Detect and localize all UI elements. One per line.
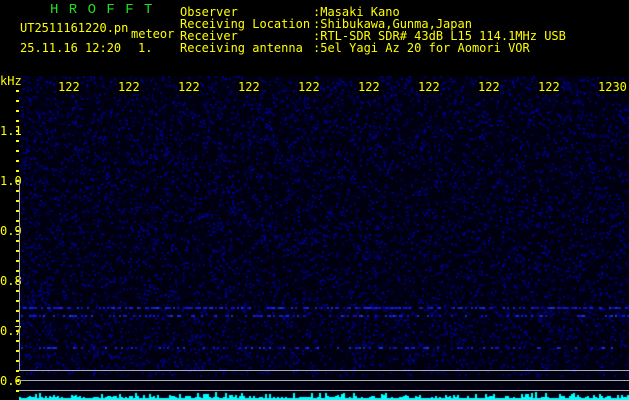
grid-line bbox=[19, 370, 629, 371]
axis-line bbox=[19, 180, 20, 370]
y-tick bbox=[16, 370, 19, 372]
y-tick bbox=[16, 210, 19, 212]
y-unit: kHz bbox=[0, 74, 22, 88]
time-label: 1230. bbox=[598, 80, 629, 94]
y-tick bbox=[16, 270, 19, 272]
spectrogram bbox=[19, 76, 629, 400]
y-tick bbox=[16, 190, 19, 192]
app-title: H R O F F T bbox=[50, 2, 154, 18]
y-tick bbox=[16, 380, 19, 382]
y-tick bbox=[16, 120, 19, 122]
y-tick bbox=[16, 310, 19, 312]
y-tick bbox=[16, 220, 19, 222]
receiver-label: Receiver bbox=[180, 29, 238, 43]
antenna-label: Receiving antenna bbox=[180, 41, 303, 55]
y-tick-label: 0.9 bbox=[0, 224, 22, 238]
location-label: Receiving Location bbox=[180, 17, 311, 31]
y-tick bbox=[16, 320, 19, 322]
observer-label: Observer bbox=[180, 5, 238, 19]
y-tick-label: 1.0 bbox=[0, 174, 22, 188]
time-label: 1224 bbox=[238, 80, 260, 94]
y-tick bbox=[16, 390, 19, 392]
grid-line bbox=[19, 390, 629, 391]
y-tick bbox=[16, 260, 19, 262]
time-label: 1223 bbox=[178, 80, 200, 94]
y-tick bbox=[16, 350, 19, 352]
location-value: :Shibukawa,Gunma,Japan bbox=[313, 17, 472, 31]
y-tick-label: 0.7 bbox=[0, 324, 22, 338]
y-tick bbox=[16, 280, 19, 282]
y-tick bbox=[16, 90, 19, 92]
y-tick bbox=[16, 140, 19, 142]
y-tick bbox=[16, 130, 19, 132]
y-tick bbox=[16, 360, 19, 362]
time-label: 1227 bbox=[418, 80, 440, 94]
index: 1. bbox=[138, 41, 153, 55]
y-tick bbox=[16, 330, 19, 332]
observer-value: :Masaki Kano bbox=[313, 5, 400, 19]
y-tick bbox=[16, 230, 19, 232]
y-tick-label: 1.1 bbox=[0, 124, 22, 138]
y-tick-label: 0.8 bbox=[0, 274, 22, 288]
y-tick bbox=[16, 290, 19, 292]
y-tick bbox=[16, 240, 19, 242]
receiver-value: :RTL-SDR SDR# 43dB L15 114.1MHz USB bbox=[313, 29, 566, 43]
datetime: 25.11.16 12:20 bbox=[20, 41, 122, 55]
y-tick bbox=[16, 340, 19, 342]
time-label: 1228 bbox=[478, 80, 500, 94]
time-label: 1229 bbox=[538, 80, 560, 94]
y-tick bbox=[16, 200, 19, 202]
grid-line bbox=[19, 380, 629, 381]
y-tick bbox=[16, 110, 19, 112]
y-tick-label: 0.6 bbox=[0, 374, 22, 388]
y-tick bbox=[16, 250, 19, 252]
time-label: 1225 bbox=[298, 80, 320, 94]
time-label: 1222 bbox=[118, 80, 140, 94]
y-tick bbox=[16, 300, 19, 302]
y-tick bbox=[16, 100, 19, 102]
y-tick bbox=[16, 150, 19, 152]
y-tick bbox=[16, 180, 19, 182]
y-tick bbox=[16, 160, 19, 162]
mode-label: meteor bbox=[131, 27, 175, 41]
antenna-value: :5el Yagi Az 20 for Aomori VOR bbox=[313, 41, 530, 55]
file-name: UT2511161220.pn bbox=[20, 21, 129, 35]
y-tick bbox=[16, 170, 19, 172]
time-label: 1226 bbox=[358, 80, 380, 94]
